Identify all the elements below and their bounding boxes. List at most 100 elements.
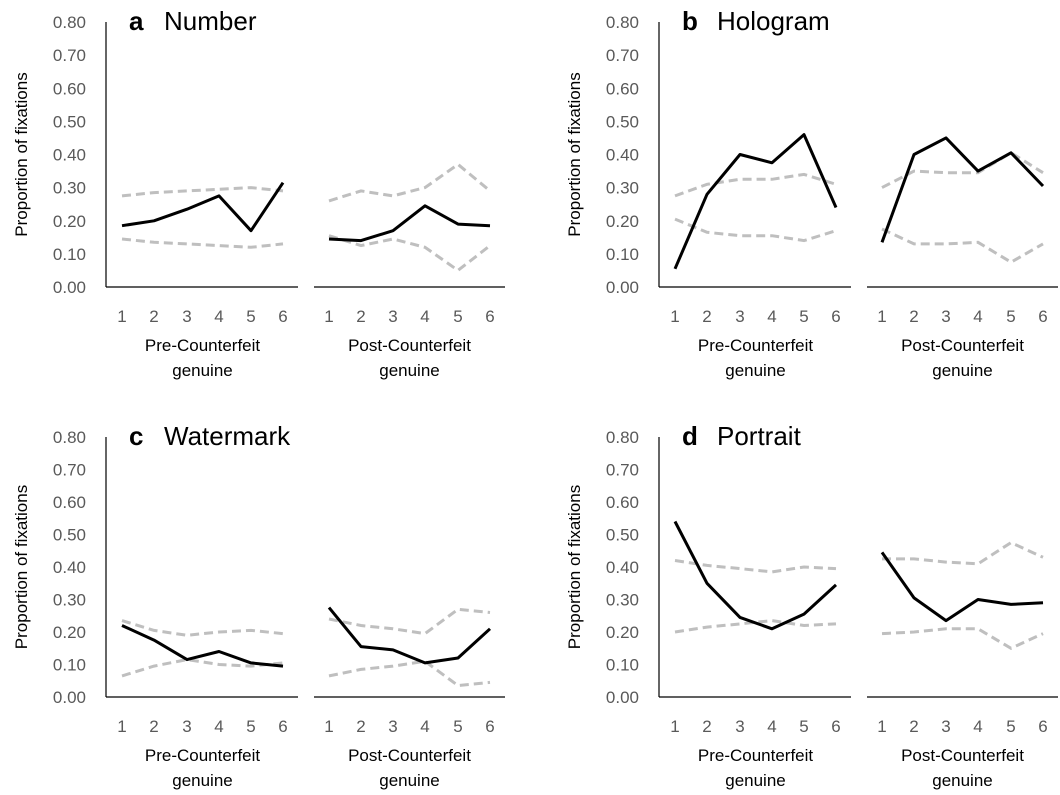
y-tick-label: 0.00 [606,688,639,707]
y-tick-label: 0.30 [53,179,86,198]
panel-title: Number [164,6,257,36]
y-tick-label: 0.60 [53,493,86,512]
y-axis-title: Proportion of fixations [565,72,584,236]
y-tick-label: 0.70 [53,461,86,480]
x-tick-label: 4 [767,307,776,326]
y-tick-label: 0.40 [53,146,86,165]
x-tick-label: 3 [735,307,744,326]
ci-lower-line [328,234,491,273]
y-tick-label: 0.00 [53,278,86,297]
y-tick-label: 0.50 [53,526,86,545]
group-label: genuine [725,361,786,380]
group-label: genuine [379,361,440,380]
x-tick-label: 3 [182,307,191,326]
ci-lower-line [881,627,1044,650]
mean-series-line [327,606,492,665]
x-tick-label: 4 [214,307,223,326]
x-tick-label: 1 [877,307,886,326]
ci-lower-line [121,658,284,678]
y-tick-label: 0.10 [53,656,86,675]
x-tick-label: 6 [278,307,287,326]
panel-title: Watermark [164,421,291,451]
x-tick-label: 5 [799,717,808,736]
x-tick-label: 3 [941,307,950,326]
mean-series-line [880,136,1045,243]
group-label: genuine [932,361,993,380]
y-tick-label: 0.10 [606,656,639,675]
y-tick-label: 0.70 [606,46,639,65]
x-tick-label: 1 [670,717,679,736]
panel-letter: c [129,421,143,451]
x-tick-label: 2 [149,307,158,326]
x-tick-label: 6 [1038,717,1047,736]
panel-title: Portrait [717,421,802,451]
mean-series-line [880,551,1044,623]
mean-series-line [673,133,838,270]
x-tick-label: 2 [909,717,918,736]
y-tick-label: 0.00 [53,688,86,707]
ci-lower-line [121,237,284,249]
x-tick-label: 1 [324,717,333,736]
y-axis-title: Proportion of fixations [12,485,31,649]
x-tick-label: 3 [388,717,397,736]
y-tick-label: 0.50 [606,112,639,131]
y-tick-label: 0.40 [606,146,639,165]
x-tick-label: 6 [485,307,494,326]
x-tick-label: 1 [324,307,333,326]
y-tick-label: 0.60 [606,493,639,512]
mean-series-line [328,204,491,243]
x-tick-label: 2 [356,717,365,736]
y-tick-label: 0.30 [606,179,639,198]
panel-a: 0.00 0.10 0.20 0.30 0.40 0.50 0.60 0.70 0.80 Prop… [12,6,505,380]
y-tick-label: 0.40 [53,558,86,577]
y-tick-label: 0.20 [53,212,86,231]
x-tick-label: 1 [117,717,126,736]
x-tick-label: 1 [877,717,886,736]
x-tick-label: 4 [420,717,429,736]
x-tick-label: 2 [702,717,711,736]
y-tick-label: 0.40 [606,558,639,577]
group-label: Post-Counterfeit [348,336,471,355]
y-tick-label: 0.50 [606,526,639,545]
mean-series-line [673,520,838,631]
ci-upper-line [328,607,491,636]
ci-upper-line [881,151,1044,189]
x-tick-label: 2 [356,307,365,326]
x-tick-label: 1 [117,307,126,326]
x-tick-label: 4 [214,717,223,736]
x-tick-label: 6 [485,717,494,736]
x-tick-label: 6 [831,717,840,736]
x-tick-label: 5 [453,307,462,326]
y-tick-label: 0.30 [606,591,639,610]
panel-letter: b [682,6,698,36]
y-tick-label: 0.60 [53,79,86,98]
y-tick-label: 0.10 [53,245,86,264]
mean-series-line [121,624,284,668]
group-label: Pre-Counterfeit [698,746,814,765]
x-tick-label: 4 [420,307,429,326]
x-tick-label: 5 [1006,717,1015,736]
x-tick-label: 6 [278,717,287,736]
x-tick-label: 6 [831,307,840,326]
group-label: Post-Counterfeit [901,746,1024,765]
x-tick-label: 4 [973,717,982,736]
y-tick-label: 0.20 [606,212,639,231]
panel-c: 0.00 0.10 0.20 0.30 0.40 0.50 0.60 0.70 0.80 Prop… [12,421,505,790]
group-label: Post-Counterfeit [348,746,471,765]
y-tick-label: 0.10 [606,245,639,264]
panel-title: Hologram [717,6,830,36]
y-tick-label: 0.80 [53,13,86,32]
y-tick-label: 0.50 [53,112,86,131]
group-label: genuine [725,771,786,790]
y-axis-title: Proportion of fixations [12,72,31,236]
ci-lower-line [881,227,1044,264]
x-tick-label: 5 [246,717,255,736]
panel-letter: a [129,6,144,36]
panel-letter: d [682,421,698,451]
y-tick-label: 0.60 [606,79,639,98]
x-tick-label: 5 [1006,307,1015,326]
group-label: genuine [172,361,233,380]
ci-upper-line [882,540,1044,566]
ci-upper-line [328,162,491,203]
ci-lower-line [328,659,491,688]
